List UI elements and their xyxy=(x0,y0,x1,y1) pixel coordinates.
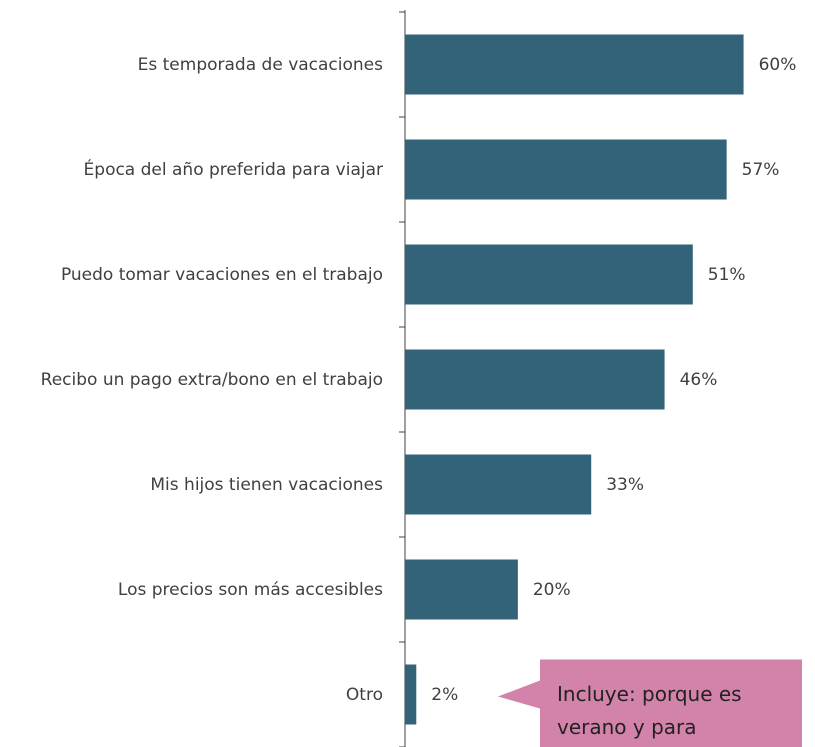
value-label: 2% xyxy=(431,684,459,705)
category-label: Mis hijos tienen vacaciones xyxy=(150,474,383,495)
value-label: 33% xyxy=(606,474,644,495)
category-label: Es temporada de vacaciones xyxy=(137,54,383,75)
annotation: Incluye: porque es verano y para xyxy=(557,681,742,739)
value-label: 57% xyxy=(741,159,780,180)
category-label: Puedo tomar vacaciones en el trabajo xyxy=(60,264,383,285)
category-label: Recibo un pago extra/bono en el trabajo xyxy=(40,369,383,390)
bar xyxy=(405,349,665,410)
callout-box xyxy=(540,659,802,747)
value-label: 20% xyxy=(532,579,571,600)
bar xyxy=(405,454,592,515)
bar xyxy=(405,34,744,95)
value-label: 51% xyxy=(707,264,746,285)
bar xyxy=(405,139,727,200)
bar xyxy=(405,244,693,305)
callout-pointer xyxy=(498,680,540,709)
category-label: Época del año preferida para viajar xyxy=(83,159,383,180)
bar xyxy=(405,664,417,725)
category-label: Los precios son más accesibles xyxy=(117,579,383,600)
bar xyxy=(405,559,518,620)
value-label: 46% xyxy=(679,369,718,390)
value-label: 60% xyxy=(758,54,797,75)
category-label: Otro xyxy=(345,684,383,705)
